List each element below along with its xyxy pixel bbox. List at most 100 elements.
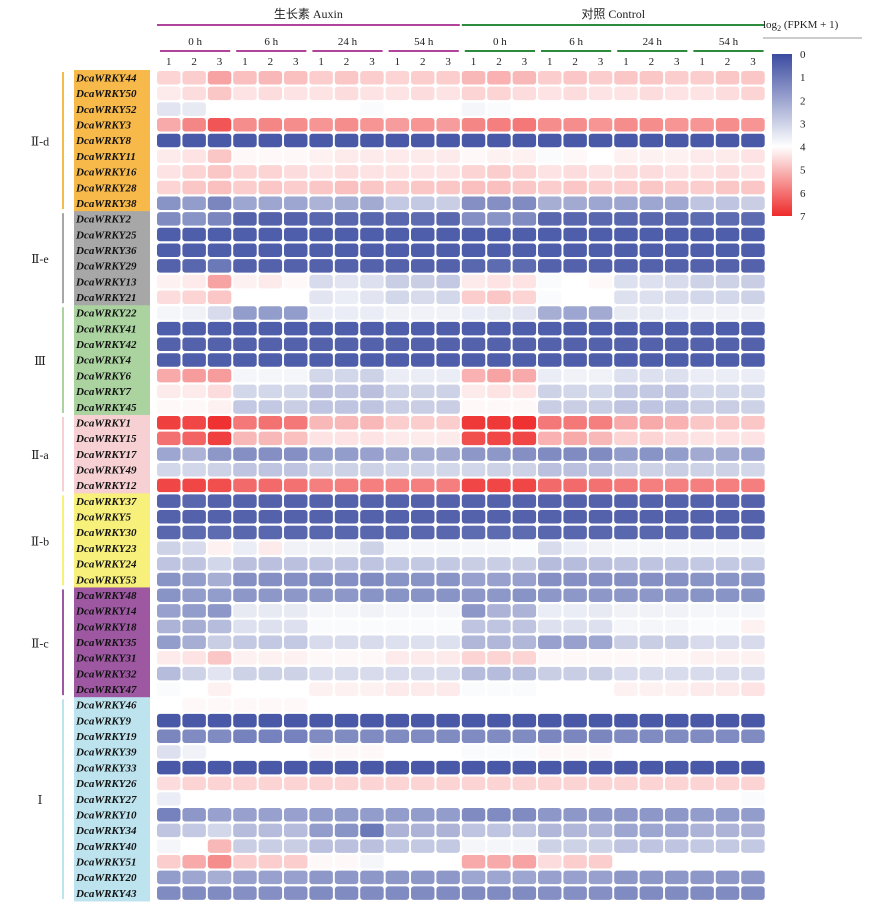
gene-label: DcaWRKY32 — [75, 668, 137, 680]
heatmap-cell — [233, 541, 257, 555]
heatmap-cell — [588, 259, 613, 273]
heatmap-cell — [207, 682, 232, 697]
heatmap-cell — [715, 698, 740, 712]
gene-label: DcaWRKY53 — [75, 574, 137, 586]
heatmap-cell — [639, 133, 664, 148]
heatmap-cell — [487, 306, 511, 320]
heatmap-cell — [385, 682, 410, 697]
heatmap-cell — [182, 588, 206, 602]
gene-label: DcaWRKY19 — [75, 731, 137, 743]
heatmap-cell — [385, 713, 410, 728]
heatmap-cell — [665, 384, 689, 399]
heatmap-cell — [157, 886, 181, 900]
heatmap-cell — [690, 196, 714, 210]
heatmap-cell — [182, 729, 206, 744]
heatmap-cell — [715, 353, 740, 367]
heatmap-cell — [258, 259, 283, 273]
heatmap-cell — [360, 180, 384, 195]
heatmap-cell — [639, 353, 664, 367]
heatmap-cell — [563, 212, 587, 226]
heatmap-cell — [741, 635, 765, 649]
heatmap-cell — [360, 71, 384, 85]
heatmap-cell — [334, 494, 359, 508]
gene-label-background — [74, 493, 150, 510]
heatmap-cell — [284, 384, 308, 399]
heatmap-cell — [741, 760, 765, 775]
heatmap-cell — [334, 807, 359, 822]
heatmap-cell — [309, 839, 333, 853]
heatmap-cell — [538, 431, 562, 446]
heatmap-cell — [512, 212, 537, 226]
gene-label-background — [74, 242, 150, 259]
heatmap-cell — [690, 619, 714, 634]
heatmap-cell — [182, 431, 206, 446]
heatmap-cell — [258, 306, 283, 320]
heatmap-cell — [284, 149, 308, 163]
heatmap-cell — [639, 212, 664, 226]
heatmap-cell — [715, 102, 740, 116]
heatmap-cell — [157, 713, 181, 728]
heatmap-cell — [639, 321, 664, 336]
heatmap-cell — [614, 133, 638, 148]
heatmap-cell — [665, 604, 689, 618]
gene-label-background — [74, 195, 150, 212]
heatmap-cell — [284, 259, 308, 273]
heatmap-cell — [182, 745, 206, 759]
heatmap-cell — [487, 86, 511, 101]
heatmap-cell — [563, 666, 587, 681]
heatmap-cell — [639, 839, 664, 853]
heatmap-cell — [715, 807, 740, 822]
gene-label: DcaWRKY40 — [75, 841, 137, 853]
heatmap-cell — [512, 855, 537, 869]
heatmap-cell — [665, 447, 689, 461]
heatmap-cell — [715, 776, 740, 791]
heatmap-cell — [309, 102, 333, 116]
heatmap-cell — [360, 259, 384, 273]
heatmap-cell — [436, 149, 460, 163]
heatmap-cell — [207, 306, 232, 320]
heatmap-cell — [512, 807, 537, 822]
heatmap-cell — [436, 886, 460, 900]
heatmap-cell — [563, 855, 587, 869]
heatmap-cell — [309, 212, 333, 226]
heatmap-cell — [487, 541, 511, 555]
heatmap-cell — [690, 463, 714, 477]
heatmap-cell — [334, 792, 359, 806]
heatmap-cell — [436, 102, 460, 116]
heatmap-cell — [715, 368, 740, 383]
heatmap-cell — [512, 792, 537, 806]
heatmap-cell — [385, 886, 410, 900]
heatmap-cell — [461, 368, 486, 383]
heatmap-cell — [665, 651, 689, 665]
heatmap-cell — [512, 86, 537, 101]
heatmap-cell — [207, 557, 232, 571]
heatmap-cell — [665, 682, 689, 697]
heatmap-cell — [461, 118, 486, 132]
heatmap-cell — [182, 651, 206, 665]
gene-label-background — [74, 650, 150, 667]
heatmap-cell — [690, 306, 714, 320]
heatmap-cell — [614, 525, 638, 540]
heatmap-cell — [588, 196, 613, 210]
heatmap-cell — [157, 682, 181, 697]
heatmap-cell — [411, 886, 435, 900]
heatmap-cell — [436, 353, 460, 367]
heatmap-cell — [157, 729, 181, 744]
heatmap-cell — [258, 463, 283, 477]
heatmap-cell — [436, 635, 460, 649]
heatmap-cell — [258, 71, 283, 85]
gene-label: DcaWRKY42 — [75, 339, 137, 351]
heatmap-cell — [233, 321, 257, 336]
heatmap-cell — [207, 227, 232, 242]
heatmap-cell — [665, 86, 689, 101]
heatmap-cell — [360, 557, 384, 571]
heatmap-cell — [233, 86, 257, 101]
heatmap-cell — [334, 353, 359, 367]
heatmap-cell — [588, 368, 613, 383]
replicate-label: 2 — [344, 56, 350, 68]
heatmap-cell — [639, 525, 664, 540]
heatmap-cell — [563, 604, 587, 618]
gene-label-background — [74, 70, 150, 87]
heatmap-cell — [563, 525, 587, 540]
heatmap-cell — [385, 541, 410, 555]
